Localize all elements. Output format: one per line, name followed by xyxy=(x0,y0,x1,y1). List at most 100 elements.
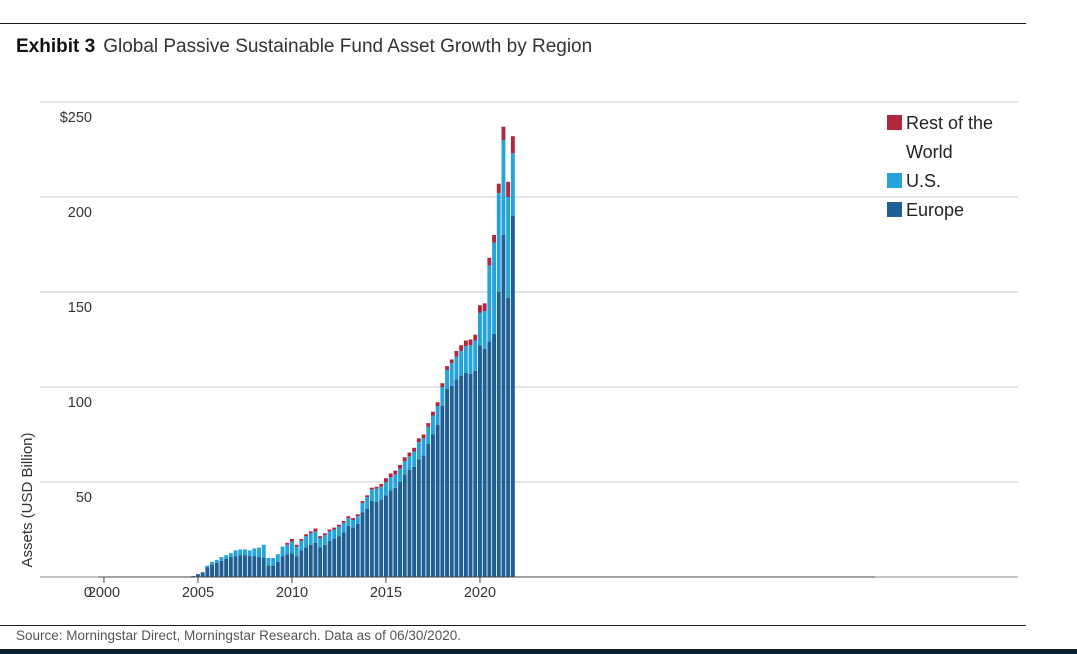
bar-rest-of-the-world xyxy=(496,183,501,194)
bar-europe xyxy=(407,469,412,577)
bar-u-s xyxy=(341,522,346,533)
x-tick-label: 2000 xyxy=(88,585,120,601)
bar-europe xyxy=(308,544,313,577)
bar-europe xyxy=(332,539,337,577)
bar-u-s xyxy=(210,561,214,565)
bar-rest-of-the-world xyxy=(285,542,290,545)
legend-swatch-europe xyxy=(887,202,902,217)
bar-europe xyxy=(294,556,299,577)
bar-u-s xyxy=(337,526,341,537)
bar-rest-of-the-world xyxy=(416,438,421,443)
bar-u-s xyxy=(365,497,370,509)
bar-europe xyxy=(384,495,388,577)
bar-rest-of-the-world xyxy=(355,514,360,517)
bar-europe xyxy=(365,508,370,577)
bar-europe xyxy=(322,544,327,577)
bar-rest-of-the-world xyxy=(388,473,393,478)
legend-swatch-rest-of-the-world xyxy=(887,115,902,130)
bar-u-s xyxy=(285,544,290,555)
bar-rest-of-the-world xyxy=(412,447,417,452)
bar-europe xyxy=(360,512,365,577)
bar-rest-of-the-world xyxy=(454,350,459,357)
bar-rest-of-the-world xyxy=(322,533,327,536)
bar-europe xyxy=(196,574,200,577)
bar-europe xyxy=(238,555,243,577)
bar-rest-of-the-world xyxy=(308,531,313,534)
x-tick-label: 2020 xyxy=(464,585,496,601)
bar-u-s xyxy=(275,554,280,562)
bar-u-s xyxy=(454,356,459,380)
bar-rest-of-the-world xyxy=(421,434,426,439)
legend-label: U.S. xyxy=(906,171,941,191)
bar-europe xyxy=(496,292,501,577)
bar-u-s xyxy=(506,197,511,298)
bar-rest-of-the-world xyxy=(478,305,482,313)
x-tick-label: 2015 xyxy=(370,585,402,601)
bar-rest-of-the-world xyxy=(473,334,478,341)
legend-label: World xyxy=(906,142,953,162)
bar-u-s xyxy=(261,544,266,558)
bar-europe xyxy=(346,525,351,577)
bar-europe xyxy=(351,527,355,577)
bar-europe xyxy=(468,373,473,577)
bar-rest-of-the-world xyxy=(426,423,431,427)
bar-u-s xyxy=(290,541,294,554)
bar-europe xyxy=(454,379,459,577)
legend-label: Europe xyxy=(906,200,964,220)
bar-rest-of-the-world xyxy=(327,529,332,532)
bar-rest-of-the-world xyxy=(501,126,506,140)
bar-europe xyxy=(506,297,511,577)
bar-europe xyxy=(219,560,224,577)
bar-rest-of-the-world xyxy=(304,534,308,537)
bar-u-s xyxy=(327,531,332,541)
bar-u-s xyxy=(416,442,421,460)
bar-rest-of-the-world xyxy=(360,501,365,503)
bar-europe xyxy=(374,501,379,577)
bar-europe xyxy=(449,386,454,577)
bottom-rule xyxy=(0,625,1026,626)
bar-u-s xyxy=(398,468,402,482)
bar-rest-of-the-world xyxy=(402,457,407,462)
bar-europe xyxy=(440,406,445,577)
bar-europe xyxy=(318,547,323,577)
bar-u-s xyxy=(510,153,515,216)
bar-rest-of-the-world xyxy=(449,359,454,364)
bar-rest-of-the-world xyxy=(459,345,464,351)
bar-u-s xyxy=(412,451,417,467)
bar-europe xyxy=(355,523,360,577)
bar-rest-of-the-world xyxy=(332,527,337,530)
bar-europe xyxy=(266,565,271,577)
bar-rest-of-the-world xyxy=(431,411,435,416)
bar-u-s xyxy=(332,529,337,539)
bar-u-s xyxy=(228,553,233,558)
top-rule xyxy=(0,23,1026,24)
bar-europe xyxy=(214,562,219,577)
bar-u-s xyxy=(247,550,252,557)
bar-europe xyxy=(482,349,487,577)
bar-u-s xyxy=(384,482,388,496)
bar-u-s xyxy=(435,406,440,425)
bar-u-s xyxy=(459,350,464,376)
bar-u-s xyxy=(219,557,224,561)
bar-europe xyxy=(398,482,402,577)
bar-rest-of-the-world xyxy=(445,366,449,370)
bar-u-s xyxy=(360,502,365,513)
bar-u-s xyxy=(252,548,257,557)
bar-u-s xyxy=(407,456,412,470)
bar-rest-of-the-world xyxy=(294,544,299,547)
bar-u-s xyxy=(468,345,473,374)
bar-rest-of-the-world xyxy=(440,383,445,387)
bar-u-s xyxy=(473,340,478,371)
bar-u-s xyxy=(294,546,299,557)
bar-rest-of-the-world xyxy=(290,539,294,542)
bar-u-s xyxy=(243,549,247,556)
bar-u-s xyxy=(492,242,496,334)
exhibit-label: Exhibit 3 xyxy=(16,36,96,57)
bar-u-s xyxy=(496,193,501,292)
bar-rest-of-the-world xyxy=(299,539,304,541)
bar-rest-of-the-world xyxy=(482,303,487,311)
bar-rest-of-the-world xyxy=(337,524,341,527)
bar-rest-of-the-world xyxy=(510,136,515,154)
bar-rest-of-the-world xyxy=(379,483,384,487)
bar-europe xyxy=(313,542,318,577)
